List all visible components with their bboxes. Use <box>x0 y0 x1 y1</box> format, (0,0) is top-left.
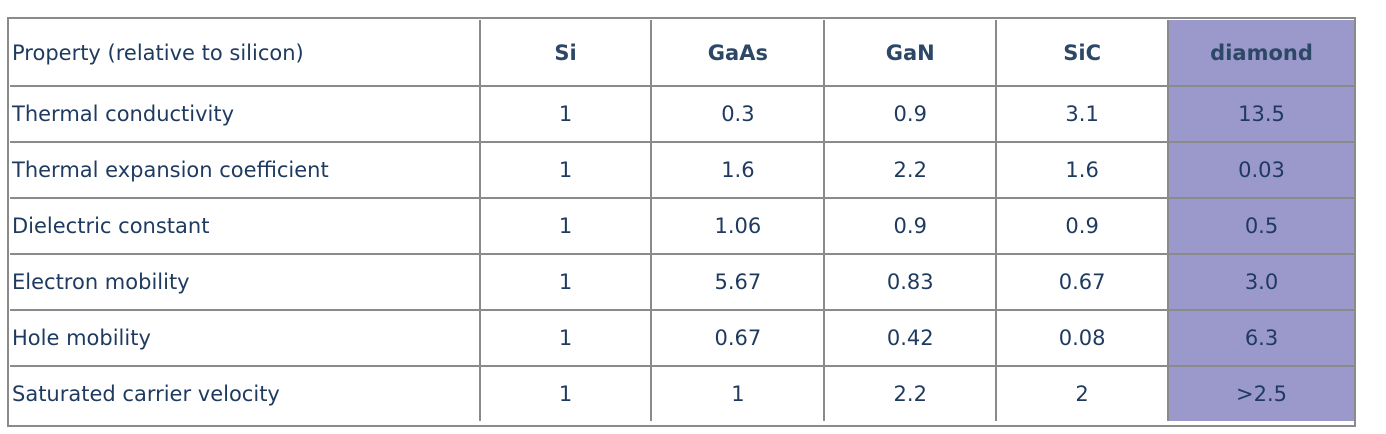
table-row: Dielectric constant 1 1.06 0.9 0.9 0.5 <box>10 199 1354 255</box>
value-gaas: 5.67 <box>652 255 826 311</box>
property-name: Saturated carrier velocity <box>10 367 481 421</box>
property-name: Thermal conductivity <box>10 87 481 143</box>
value-si: 1 <box>480 311 653 367</box>
table-row: Hole mobility 1 0.67 0.42 0.08 6.3 <box>10 311 1354 367</box>
property-name: Thermal expansion coefficient <box>10 143 481 199</box>
header-gan: GaN <box>825 20 998 87</box>
material-properties-table: Property (relative to silicon) Si GaAs G… <box>10 20 1354 421</box>
value-si: 1 <box>480 143 653 199</box>
table-header-row: Property (relative to silicon) Si GaAs G… <box>10 20 1354 87</box>
table-row: Saturated carrier velocity 1 1 2.2 2 >2.… <box>10 367 1354 421</box>
header-property: Property (relative to silicon) <box>10 20 481 87</box>
value-diamond: 13.5 <box>1169 87 1354 143</box>
value-gaas: 1.06 <box>652 199 826 255</box>
property-name: Electron mobility <box>10 255 481 311</box>
value-gaas: 1.6 <box>652 143 826 199</box>
value-si: 1 <box>480 199 653 255</box>
table-row: Thermal conductivity 1 0.3 0.9 3.1 13.5 <box>10 87 1354 143</box>
value-gaas: 1 <box>652 367 826 421</box>
value-si: 1 <box>480 87 653 143</box>
value-diamond: 6.3 <box>1169 311 1354 367</box>
value-gan: 0.9 <box>825 199 998 255</box>
table-row: Thermal expansion coefficient 1 1.6 2.2 … <box>10 143 1354 199</box>
value-gaas: 0.67 <box>652 311 826 367</box>
value-gan: 2.2 <box>825 143 998 199</box>
value-sic: 0.08 <box>997 311 1170 367</box>
value-sic: 3.1 <box>997 87 1170 143</box>
value-diamond: 3.0 <box>1169 255 1354 311</box>
value-gan: 0.9 <box>825 87 998 143</box>
value-sic: 2 <box>997 367 1170 421</box>
table-row: Electron mobility 1 5.67 0.83 0.67 3.0 <box>10 255 1354 311</box>
value-si: 1 <box>481 367 653 421</box>
value-gan: 0.83 <box>825 255 998 311</box>
property-name: Dielectric constant <box>10 199 481 255</box>
header-sic: SiC <box>997 20 1170 87</box>
comparison-table-frame: Property (relative to silicon) Si GaAs G… <box>7 17 1356 427</box>
header-si: Si <box>480 20 653 87</box>
value-gan: 2.2 <box>825 367 998 421</box>
value-gan: 0.42 <box>825 311 998 367</box>
property-name: Hole mobility <box>10 311 481 367</box>
value-sic: 0.9 <box>997 199 1170 255</box>
value-diamond: >2.5 <box>1169 367 1354 421</box>
value-diamond: 0.5 <box>1169 199 1354 255</box>
header-diamond: diamond <box>1169 20 1354 87</box>
value-diamond: 0.03 <box>1169 143 1354 199</box>
value-sic: 1.6 <box>997 143 1170 199</box>
value-gaas: 0.3 <box>652 87 826 143</box>
header-gaas: GaAs <box>652 20 826 87</box>
value-sic: 0.67 <box>997 255 1170 311</box>
value-si: 1 <box>480 255 653 311</box>
